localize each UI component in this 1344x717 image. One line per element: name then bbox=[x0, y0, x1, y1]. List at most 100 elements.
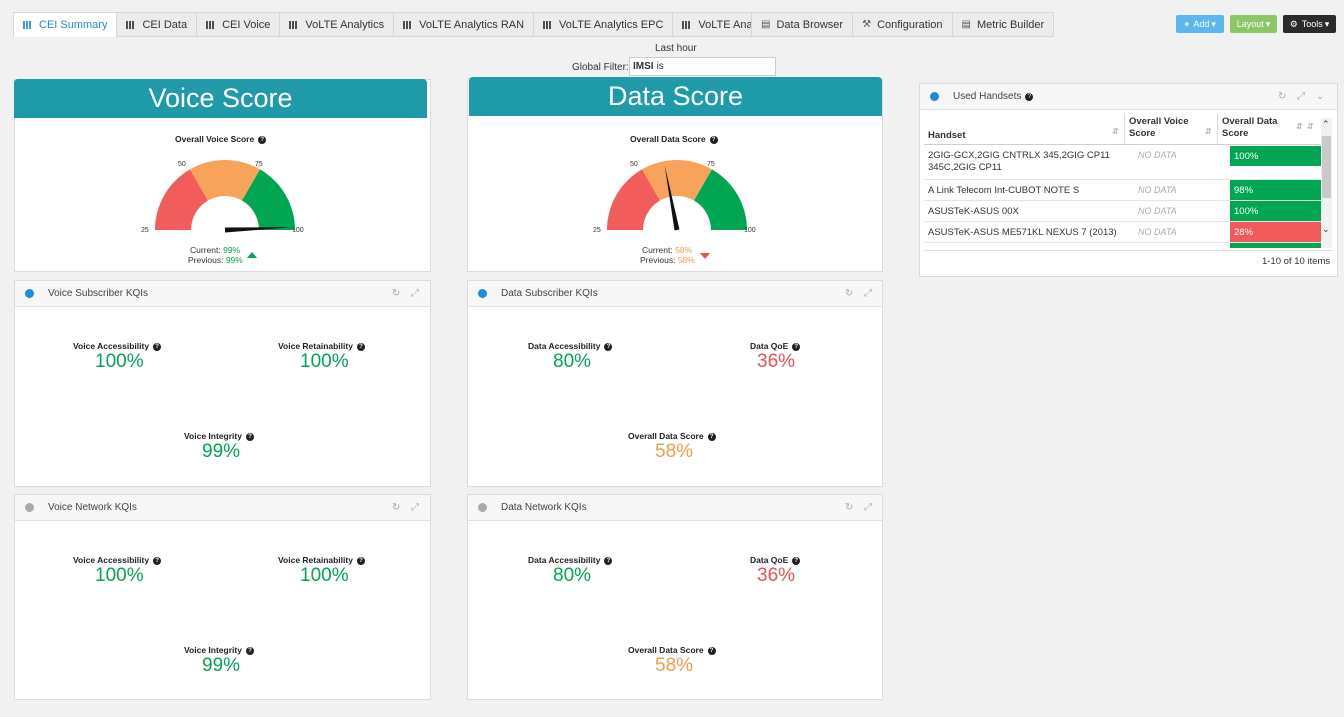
kqi-value: 58% bbox=[655, 655, 694, 676]
table-row[interactable]: ASUSTeK-ASUS ME571KL NEXUS 7 (2013) NO D… bbox=[924, 222, 1321, 243]
tab-cei-data[interactable]: CEI Data bbox=[116, 12, 197, 37]
kqi-label: Voice Retainability? bbox=[278, 341, 365, 351]
voice-network-kqis-panel: Voice Network KQIs ↻ ⤢ Voice Accessibili… bbox=[14, 494, 431, 700]
sort-icon[interactable]: ⇵ bbox=[1307, 122, 1314, 131]
kqi-value: 99% bbox=[202, 441, 241, 462]
gauge-band bbox=[607, 169, 660, 230]
tab-volte-analytics-epc[interactable]: VoLTE Analytics EPC bbox=[533, 12, 673, 37]
sort-icon[interactable]: ⇵ bbox=[1112, 127, 1119, 136]
chevron-down-icon[interactable]: ⌄ bbox=[1316, 91, 1325, 102]
sort-icon[interactable]: ⇵ bbox=[1296, 122, 1303, 131]
panel-header: Data Network KQIs ↻ ⤢ bbox=[468, 495, 882, 521]
tab-cei-voice[interactable]: CEI Voice bbox=[196, 12, 280, 37]
data-score-gauge bbox=[607, 160, 747, 231]
refresh-icon[interactable]: ↻ bbox=[845, 502, 854, 513]
tool-tabs: ▤ Data Browser ⚒ Configuration ▤ Metric Bui… bbox=[751, 12, 1055, 37]
expand-icon[interactable]: ⤢ bbox=[864, 502, 872, 513]
kqi-value: 80% bbox=[553, 565, 592, 586]
voice-score-gauge bbox=[155, 160, 295, 233]
kqi-label: Voice Accessibility? bbox=[73, 341, 162, 351]
help-icon[interactable]: ? bbox=[792, 342, 801, 351]
help-icon[interactable]: ? bbox=[245, 646, 254, 655]
tab-configuration[interactable]: ⚒ Configuration bbox=[852, 12, 952, 37]
help-icon[interactable]: ? bbox=[153, 342, 162, 351]
layout-button[interactable]: Layout ▾ bbox=[1230, 15, 1277, 33]
help-icon[interactable]: ? bbox=[356, 342, 365, 351]
globe-icon bbox=[930, 92, 939, 101]
table-scrollbar[interactable]: ⌃ ⌄ bbox=[1321, 118, 1332, 248]
grid-icon bbox=[126, 20, 136, 29]
scroll-down-icon[interactable]: ⌄ bbox=[1322, 224, 1330, 234]
globe-icon bbox=[478, 503, 487, 512]
help-icon[interactable]: ? bbox=[1025, 92, 1034, 101]
table-row[interactable]: A Link Telecom Int-CUBOT NOTE S NO DATA … bbox=[924, 180, 1321, 201]
kqi-value: 36% bbox=[757, 565, 796, 586]
help-icon[interactable]: ? bbox=[356, 556, 365, 565]
filter-operator: is bbox=[656, 61, 664, 72]
tab-volte-analytics-ran[interactable]: VoLTE Analytics RAN bbox=[393, 12, 534, 37]
refresh-icon[interactable]: ↻ bbox=[392, 288, 401, 299]
tab-cei-summary[interactable]: CEI Summary bbox=[13, 12, 117, 37]
help-icon[interactable]: ? bbox=[153, 556, 162, 565]
help-icon[interactable]: ? bbox=[709, 135, 718, 144]
gauge-band bbox=[242, 169, 295, 230]
caret-down-icon: ▾ bbox=[1265, 18, 1271, 29]
help-icon[interactable]: ? bbox=[258, 135, 267, 144]
sort-icon[interactable]: ⇵ bbox=[1205, 127, 1212, 136]
scroll-up-icon[interactable]: ⌃ bbox=[1322, 119, 1330, 129]
add-button[interactable]: + Add ▾ bbox=[1176, 15, 1224, 33]
global-filter-input[interactable]: IMSI is bbox=[629, 57, 776, 76]
refresh-icon[interactable]: ↻ bbox=[392, 502, 401, 513]
kqi-value: 100% bbox=[95, 565, 144, 586]
gauge-band bbox=[190, 160, 260, 201]
expand-icon[interactable]: ⤢ bbox=[864, 288, 872, 299]
filter-field: IMSI bbox=[633, 61, 654, 72]
trend-down-icon bbox=[700, 253, 710, 259]
gauge-tick: 75 bbox=[707, 161, 715, 168]
grid-icon bbox=[403, 20, 413, 29]
expand-icon[interactable]: ⤢ bbox=[411, 288, 419, 299]
voice-subscriber-kqis-panel: Voice Subscriber KQIs ↻ ⤢ Voice Accessib… bbox=[14, 280, 431, 487]
handset-name: A Link Telecom Int-CUBOT NOTE S bbox=[928, 184, 1080, 196]
column-data-score[interactable]: Overall Data Score bbox=[1222, 116, 1278, 139]
table-row[interactable]: 2GIG-GCX,2GIG CNTRLX 345,2GIG CP11 345C,… bbox=[924, 146, 1321, 180]
table-row[interactable]: ASUSTeK-ASUS 00X NO DATA 100% bbox=[924, 201, 1321, 222]
kqi-label: Voice Integrity? bbox=[184, 645, 254, 655]
kqi-value: 36% bbox=[757, 351, 796, 372]
time-range-label[interactable]: Last hour bbox=[655, 43, 697, 54]
data-score-cell: 100% bbox=[1230, 201, 1321, 221]
tab-volte-analytics[interactable]: VoLTE Analytics bbox=[279, 12, 394, 37]
gauge-tick: 100 bbox=[744, 227, 756, 234]
tab-data-browser[interactable]: ▤ Data Browser bbox=[751, 12, 853, 37]
gauge-band bbox=[694, 169, 747, 230]
refresh-icon[interactable]: ↻ bbox=[845, 288, 854, 299]
expand-icon[interactable]: ⤢ bbox=[411, 502, 419, 513]
handsets-footer bbox=[924, 250, 1333, 251]
help-icon[interactable]: ? bbox=[707, 646, 716, 655]
help-icon[interactable]: ? bbox=[604, 342, 613, 351]
data-score-cell: 98% bbox=[1230, 180, 1321, 200]
refresh-icon[interactable]: ↻ bbox=[1278, 91, 1287, 102]
handset-name: ASUSTeK-ASUS ME571KL NEXUS 7 (2013) bbox=[928, 226, 1117, 238]
help-icon[interactable]: ? bbox=[792, 556, 801, 565]
global-filter-label: Global Filter: bbox=[572, 62, 629, 73]
globe-icon bbox=[478, 289, 487, 298]
panel-title: Data Network KQIs bbox=[501, 502, 587, 513]
panel-title: Voice Subscriber KQIs bbox=[48, 288, 149, 299]
table-row-partial bbox=[1230, 243, 1321, 248]
gauge-needle bbox=[224, 227, 291, 233]
help-icon[interactable]: ? bbox=[245, 432, 254, 441]
toolbar-buttons: + Add ▾ Layout ▾ ⚙ Tools ▾ bbox=[1176, 15, 1336, 33]
tab-metric-builder[interactable]: ▤ Metric Builder bbox=[951, 12, 1055, 37]
voice-score-cell: NO DATA bbox=[1138, 150, 1177, 160]
expand-icon[interactable]: ⤢ bbox=[1297, 91, 1305, 102]
help-icon[interactable]: ? bbox=[707, 432, 716, 441]
scroll-thumb[interactable] bbox=[1322, 136, 1331, 198]
gauge-tick: 25 bbox=[593, 227, 601, 234]
data-previous: Previous: 58% bbox=[640, 255, 695, 265]
tools-button[interactable]: ⚙ Tools ▾ bbox=[1283, 15, 1336, 33]
column-handset[interactable]: Handset bbox=[928, 130, 966, 141]
help-icon[interactable]: ? bbox=[604, 556, 613, 565]
kqi-label: Voice Integrity? bbox=[184, 431, 254, 441]
column-voice-score[interactable]: Overall Voice Score bbox=[1129, 116, 1189, 139]
